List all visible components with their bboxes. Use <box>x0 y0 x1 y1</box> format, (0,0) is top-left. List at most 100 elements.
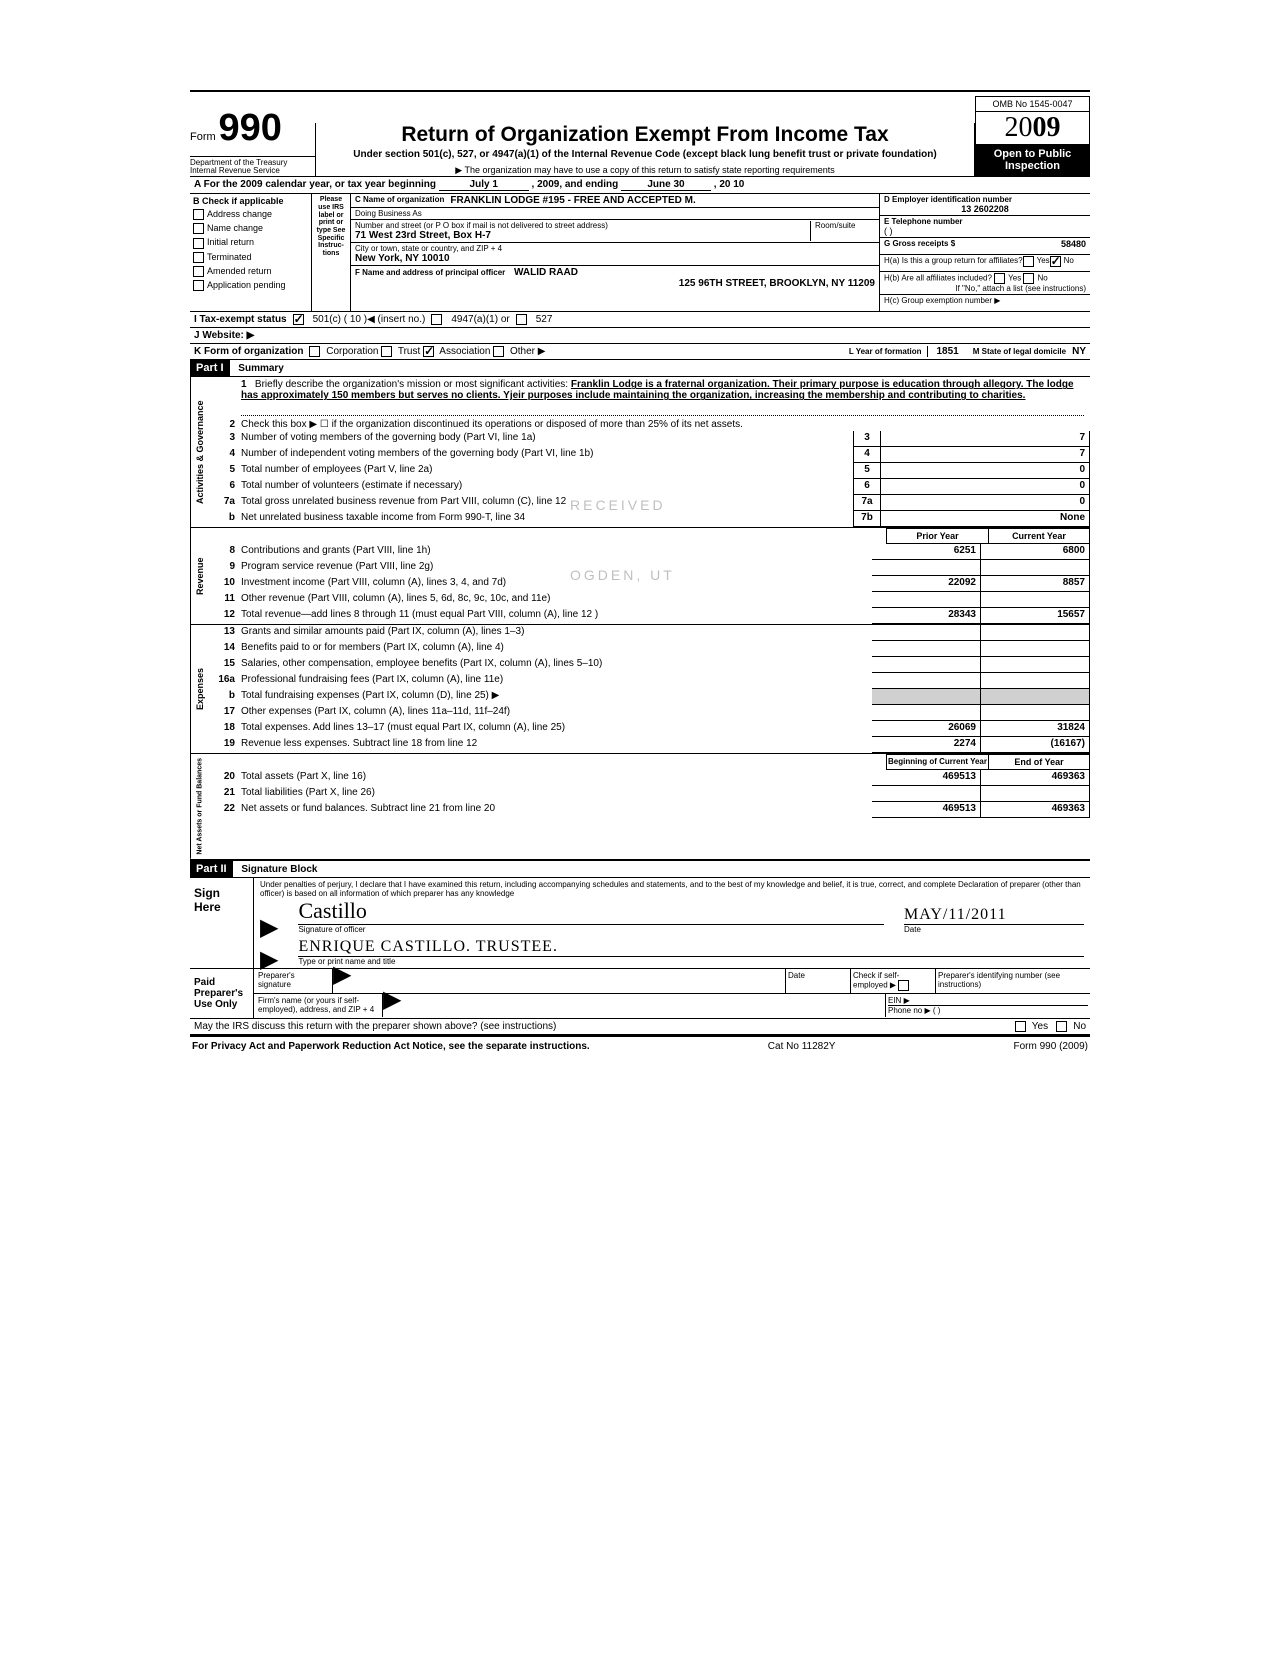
printed-name-title: ENRIQUE CASTILLO. TRUSTEE. <box>298 938 1084 956</box>
amount-cells: 220928857 <box>872 576 1090 592</box>
i-501c-checkbox[interactable] <box>293 314 304 325</box>
colb-item-label: Initial return <box>207 237 254 247</box>
city-state-zip: New York, NY 10010 <box>355 253 875 264</box>
prep-id-label: Preparer's identifying number (see instr… <box>935 969 1090 993</box>
tax-year-begin: July 1 <box>439 179 529 191</box>
line-text: Net assets or fund balances. Subtract li… <box>241 803 868 814</box>
i-4947-checkbox[interactable] <box>431 314 442 325</box>
i-501c-text: 501(c) ( 10 )◀ (insert no.) <box>313 314 426 325</box>
discuss-no-checkbox[interactable] <box>1056 1021 1067 1032</box>
open-public-2: Inspection <box>977 160 1088 172</box>
vlabel-expenses: Expenses <box>190 625 209 753</box>
d-label: D Employer identification number <box>884 195 1086 204</box>
k-opt-label: Other ▶ <box>507 346 545 357</box>
colb-checkbox[interactable] <box>193 252 204 263</box>
prep-self-label: Check if self-employed ▶ <box>850 969 935 993</box>
dba-label: Doing Business As <box>355 209 422 218</box>
discuss-yes-checkbox[interactable] <box>1015 1021 1026 1032</box>
irs-discuss-text: May the IRS discuss this return with the… <box>194 1021 556 1032</box>
form-note: ▶ The organization may have to use a cop… <box>322 165 968 176</box>
line-text: Grants and similar amounts paid (Part IX… <box>241 626 868 637</box>
amount-cells <box>872 657 1090 673</box>
part1-header: Part I <box>190 360 230 376</box>
amount-cells <box>872 560 1090 576</box>
hb-yes-checkbox[interactable] <box>994 273 1005 284</box>
form-number: 990 <box>218 107 281 149</box>
hdr-current-year: Current Year <box>988 528 1090 544</box>
row-a-tax-year: A For the 2009 calendar year, or tax yea… <box>190 176 1090 194</box>
perjury-statement: Under penalties of perjury, I declare th… <box>260 880 1084 898</box>
addr-label: Number and street (or P O box if mail is… <box>355 221 804 230</box>
line-text: Salaries, other compensation, employee b… <box>241 658 868 669</box>
m-label: M State of legal domicile <box>973 347 1066 356</box>
mission-lead: Briefly describe the organization's miss… <box>255 379 568 390</box>
line-text: Professional fundraising fees (Part IX, … <box>241 674 868 685</box>
e-label: E Telephone number <box>884 217 1086 226</box>
g-label: G Gross receipts $ <box>884 239 955 253</box>
firm-label: Firm's name (or yours if self-employed),… <box>254 994 382 1017</box>
form-label: Form <box>190 131 216 143</box>
omb-number: OMB No 1545-0047 <box>975 96 1090 111</box>
amount-cells: 47 <box>853 447 1090 463</box>
k-label: K Form of organization <box>194 346 303 357</box>
officer-signature: Castillo <box>298 898 884 924</box>
city-label: City or town, state or country, and ZIP … <box>355 244 869 253</box>
line-text: Total gross unrelated business revenue f… <box>241 496 849 507</box>
faint-stamp-received: RECEIVED <box>570 497 666 513</box>
line-text: Program service revenue (Part VIII, line… <box>241 561 868 572</box>
k-opt-checkbox[interactable] <box>423 346 434 357</box>
amount-cells <box>872 592 1090 608</box>
line-text: Contributions and grants (Part VIII, lin… <box>241 545 868 556</box>
tax-year-end: June 30 <box>621 179 711 191</box>
arrow-icon-4: ▶ <box>383 986 401 1013</box>
faint-stamp-ogden: OGDEN, UT <box>570 567 675 583</box>
part2-header: Part II <box>190 861 233 877</box>
hdr-prior-year: Prior Year <box>886 528 988 544</box>
j-label: J Website: ▶ <box>194 330 254 341</box>
k-opt-label: Trust <box>395 346 423 357</box>
line-text: Revenue less expenses. Subtract line 18 … <box>241 738 868 749</box>
colb-checkbox[interactable] <box>193 280 204 291</box>
tax-year: 2009 <box>975 111 1090 144</box>
paid-preparer-label: Paid Preparer's Use Only <box>190 969 254 1018</box>
org-name: FRANKLIN LODGE #195 - FREE AND ACCEPTED … <box>450 195 695 206</box>
prep-sig-label: Preparer's signature <box>254 969 332 993</box>
vlabel-activities: Activities & Governance <box>190 377 209 527</box>
line-text: Benefits paid to or for members (Part IX… <box>241 642 868 653</box>
form-box: Form 990 Department of the Treasury Inte… <box>190 107 315 177</box>
amount-cells: 2606931824 <box>872 721 1090 737</box>
ha-yes-checkbox[interactable] <box>1023 256 1034 267</box>
line-text: Total expenses. Add lines 13–17 (must eq… <box>241 722 868 733</box>
colb-checkbox[interactable] <box>193 266 204 277</box>
colb-item-label: Address change <box>207 209 272 219</box>
hb-no-checkbox[interactable] <box>1023 273 1034 284</box>
hdr-begin-year: Beginning of Current Year <box>886 754 988 770</box>
colb-item-label: Terminated <box>207 252 252 262</box>
colb-checkbox[interactable] <box>193 238 204 249</box>
state-domicile: NY <box>1072 346 1086 357</box>
col-b-header: B Check if applicable <box>193 196 308 206</box>
sign-here-label: Sign Here <box>190 878 254 968</box>
ha-no-checkbox[interactable] <box>1050 256 1061 267</box>
i-4947-text: 4947(a)(1) or <box>451 314 509 325</box>
sig-name-label: Type or print name and title <box>298 956 1084 966</box>
hc-label: H(c) Group exemption number ▶ <box>884 296 1000 310</box>
k-opt-checkbox[interactable] <box>493 346 504 357</box>
hb-note: If "No," attach a list (see instructions… <box>884 284 1086 293</box>
amount-cells <box>872 673 1090 689</box>
colb-item-label: Application pending <box>207 280 286 290</box>
colb-checkbox[interactable] <box>193 223 204 234</box>
colb-checkbox[interactable] <box>193 209 204 220</box>
amount-cells: 7bNone <box>853 511 1090 527</box>
amount-cells <box>872 625 1090 641</box>
self-employed-checkbox[interactable] <box>898 980 909 991</box>
rowa-suffix: , 20 10 <box>714 179 745 190</box>
k-opt-checkbox[interactable] <box>309 346 320 357</box>
amount-cells: 60 <box>853 479 1090 495</box>
i-527-checkbox[interactable] <box>516 314 527 325</box>
rowa-prefix: A For the 2009 calendar year, or tax yea… <box>194 179 436 190</box>
dept-line2: Internal Revenue Service <box>190 167 315 176</box>
k-opt-checkbox[interactable] <box>381 346 392 357</box>
phone-value: ( ) <box>884 226 1086 236</box>
amount-cells: 62516800 <box>872 544 1090 560</box>
